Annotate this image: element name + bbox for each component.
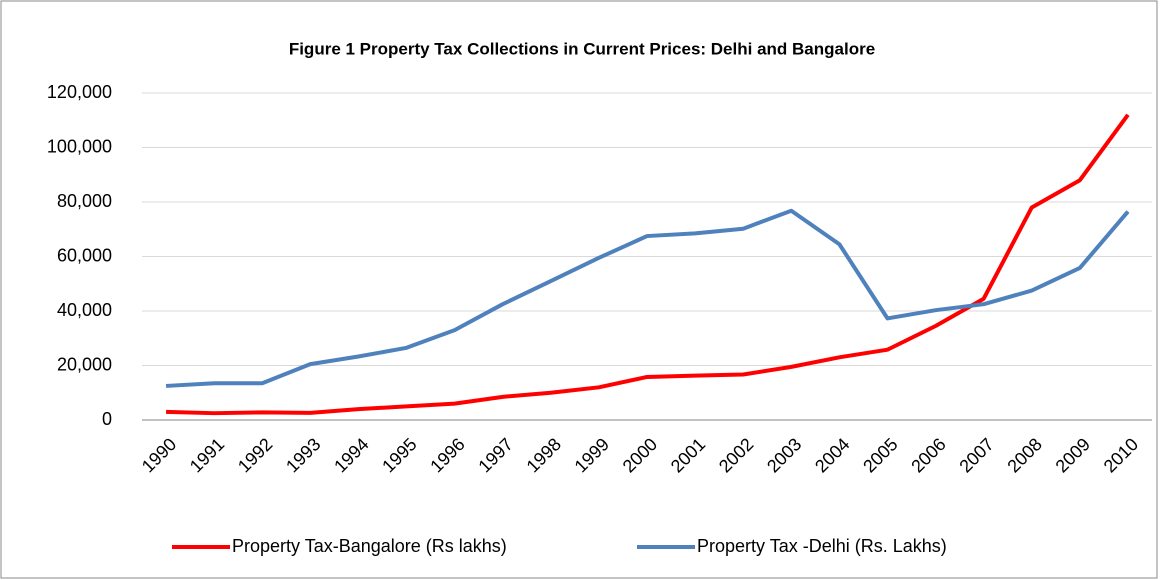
series-line <box>165 208 1130 388</box>
y-tick-label: 60,000 <box>57 245 112 265</box>
y-tick-label: 40,000 <box>57 300 112 320</box>
y-tick-label: 0 <box>102 409 112 429</box>
y-tick-label: 120,000 <box>47 82 112 102</box>
legend-label: Property Tax -Delhi (Rs. Lakhs) <box>697 536 947 556</box>
y-tick-label: 80,000 <box>57 191 112 211</box>
y-tick-label: 20,000 <box>57 354 112 374</box>
chart-title: Figure 1 Property Tax Collections in Cur… <box>289 39 875 58</box>
legend-label: Property Tax-Bangalore (Rs lakhs) <box>232 536 507 556</box>
y-tick-label: 100,000 <box>47 136 112 156</box>
